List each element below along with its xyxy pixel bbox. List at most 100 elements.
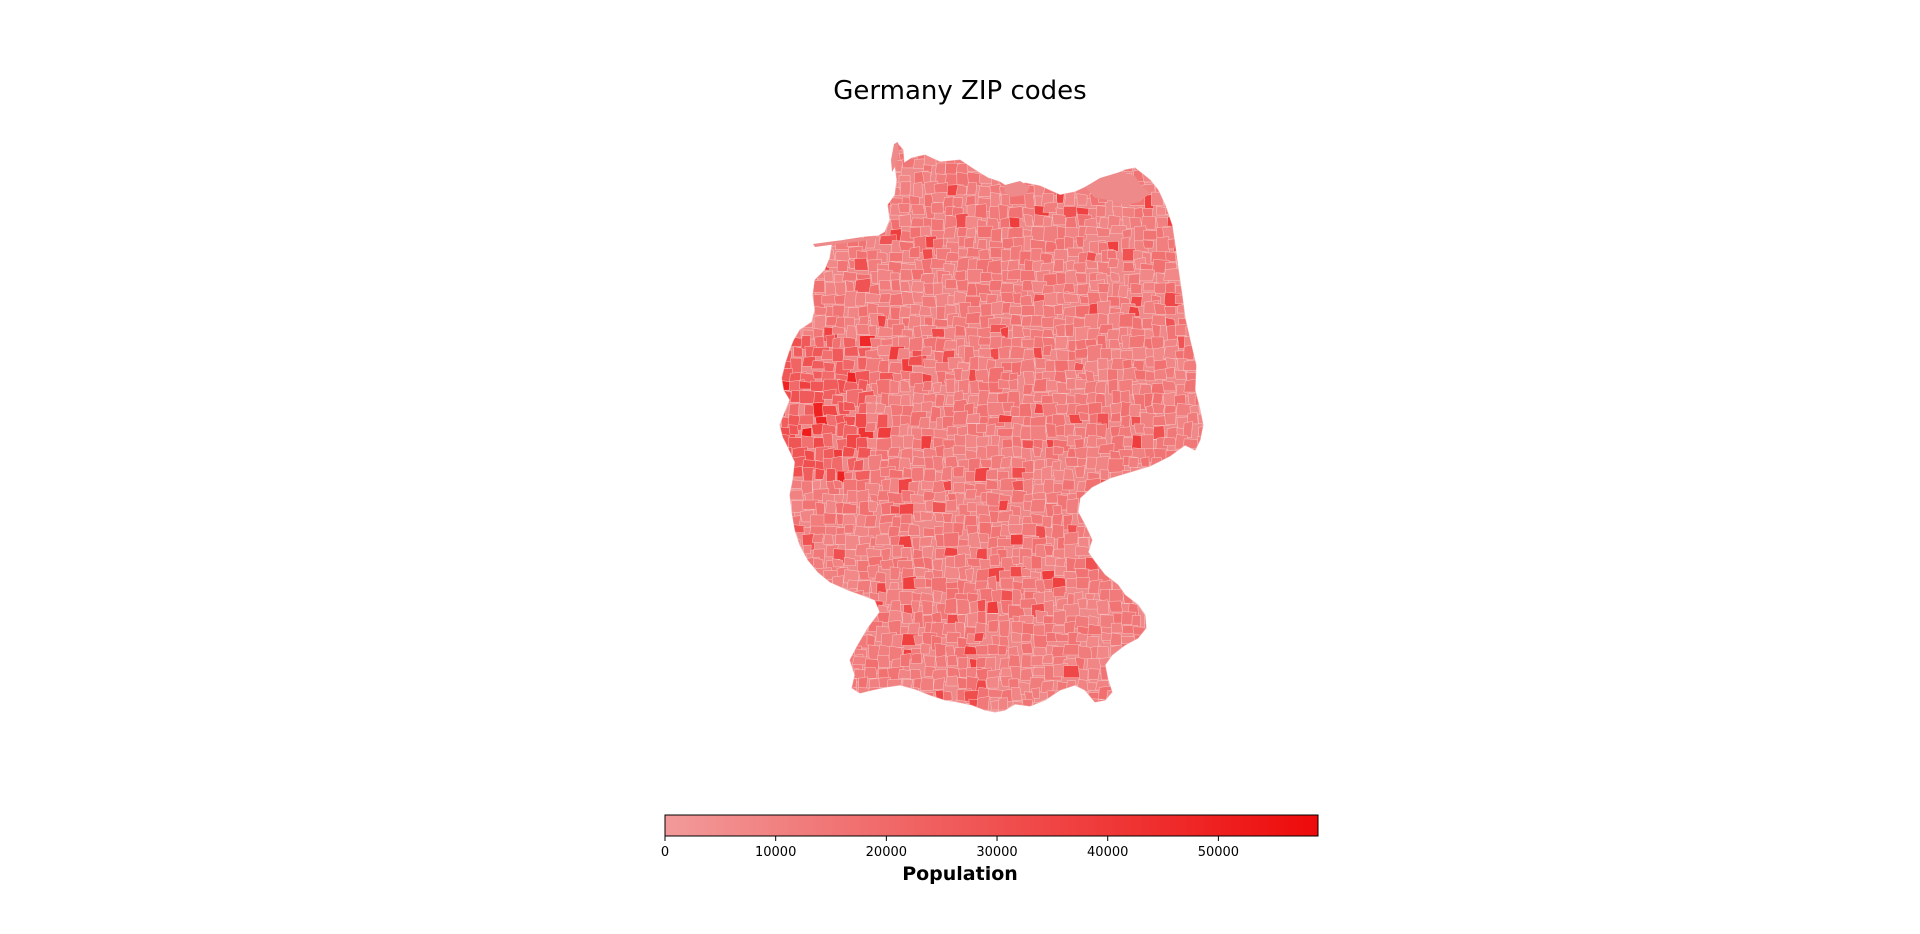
zip-area — [990, 228, 1002, 244]
zip-area — [1007, 654, 1021, 668]
zip-area — [780, 379, 792, 391]
zip-area — [793, 291, 804, 306]
zip-area — [854, 291, 867, 307]
zip-area — [864, 667, 878, 679]
zip-area — [1151, 677, 1162, 693]
zip-area — [799, 655, 810, 666]
zip-area — [919, 305, 932, 316]
zip-area — [1195, 501, 1203, 515]
zip-area — [1156, 206, 1173, 216]
zip-area — [1172, 159, 1184, 178]
zip-area — [977, 687, 992, 700]
zip-area — [1188, 578, 1201, 593]
zip-area — [1118, 514, 1130, 530]
zip-area — [1182, 643, 1195, 659]
zip-area — [801, 707, 818, 712]
zip-area — [802, 161, 817, 173]
zip-area — [922, 381, 933, 392]
zip-area — [1112, 576, 1127, 592]
zip-area — [1145, 688, 1163, 699]
zip-area — [1109, 632, 1122, 646]
zip-area — [822, 227, 837, 242]
zip-area — [780, 666, 796, 675]
zip-area — [780, 261, 788, 273]
zip-area — [1042, 172, 1058, 187]
zip-area — [831, 347, 844, 362]
zip-area — [1151, 491, 1170, 503]
zip-area — [1163, 593, 1181, 603]
zip-area — [1128, 153, 1143, 165]
zip-area — [800, 600, 814, 616]
zip-area — [934, 642, 947, 658]
zip-area — [1154, 565, 1165, 580]
zip-area — [1187, 700, 1201, 712]
zip-area — [812, 676, 828, 690]
zip-area — [1052, 213, 1066, 226]
zip-area — [1105, 689, 1121, 703]
zip-area — [899, 714, 910, 728]
zip-area — [1052, 259, 1064, 272]
zip-area — [780, 180, 788, 193]
zip-area — [790, 181, 803, 197]
zip-area — [866, 634, 876, 646]
zip-area — [986, 401, 1005, 416]
zip-area — [863, 196, 880, 209]
zip-area — [934, 708, 947, 712]
zip-area — [947, 654, 958, 667]
zip-area — [966, 182, 977, 196]
zip-area — [1009, 314, 1022, 326]
zip-area — [1185, 558, 1197, 568]
zip-area — [847, 201, 864, 215]
zip-area — [998, 345, 1011, 360]
zip-area — [1197, 435, 1203, 450]
zip-area — [822, 217, 834, 231]
zip-area — [1151, 153, 1169, 167]
zip-area — [1153, 173, 1169, 183]
zip-area — [815, 580, 832, 597]
zip-area — [1122, 228, 1132, 240]
zip-area — [1178, 143, 1189, 151]
zip-area — [1020, 358, 1036, 373]
zip-area — [1184, 143, 1200, 155]
zip-area — [789, 645, 806, 660]
zip-area — [857, 379, 869, 392]
zip-area — [1107, 556, 1127, 569]
zip-area — [956, 279, 969, 292]
zip-area — [934, 393, 946, 407]
zip-area — [899, 181, 912, 196]
zip-area — [1165, 450, 1178, 464]
zip-area — [976, 148, 987, 160]
zip-area — [923, 710, 935, 712]
zip-area — [804, 667, 820, 681]
zip-area — [1109, 523, 1123, 541]
zip-area — [1195, 270, 1203, 283]
zip-area — [1151, 191, 1164, 206]
zip-area — [985, 423, 996, 436]
zip-area — [942, 513, 953, 523]
zip-area — [1194, 153, 1203, 169]
zip-area — [803, 702, 818, 712]
zip-area — [1175, 460, 1188, 478]
zip-area — [1162, 466, 1173, 481]
zip-area — [823, 512, 837, 525]
zip-area — [1196, 566, 1203, 581]
zip-area — [890, 703, 908, 712]
zip-area — [841, 502, 858, 514]
zip-area — [1139, 268, 1155, 282]
zip-area — [1185, 590, 1198, 601]
zip-area — [1050, 523, 1065, 540]
zip-area — [842, 626, 857, 642]
zip-area — [900, 269, 913, 281]
zip-area — [1121, 555, 1136, 566]
zip-area — [944, 566, 960, 579]
zip-area — [1044, 151, 1056, 166]
zip-area — [1176, 304, 1188, 314]
zip-area — [1020, 269, 1036, 282]
zip-area — [1166, 160, 1177, 170]
zip-area — [1123, 524, 1141, 535]
zip-area — [1052, 610, 1067, 625]
zip-area — [791, 225, 809, 238]
zip-area — [780, 405, 787, 417]
fehmarn-island — [1004, 181, 1030, 197]
zip-area — [931, 201, 944, 214]
